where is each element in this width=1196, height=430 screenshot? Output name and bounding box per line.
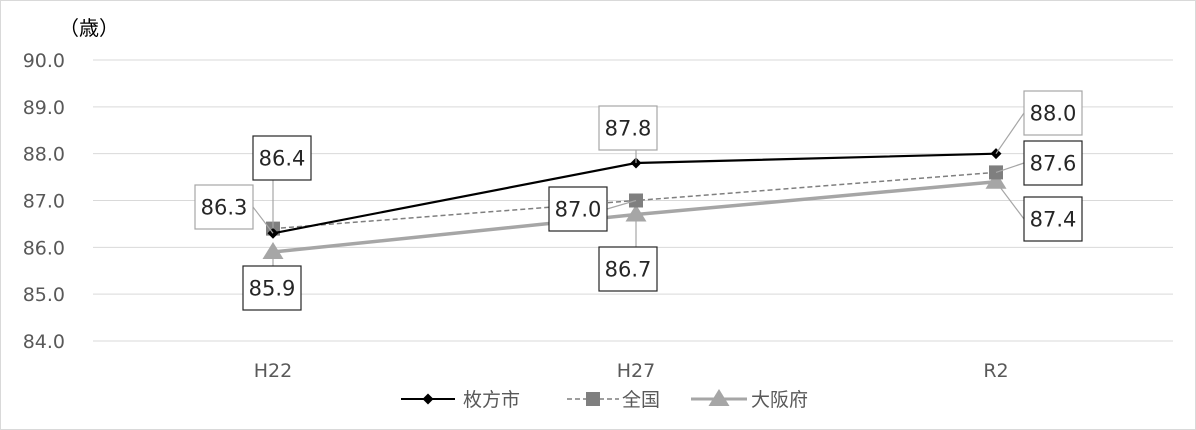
series-2-point-r2 xyxy=(985,171,1007,189)
leader-line-1-2 xyxy=(995,162,1025,173)
data-label-1-h22: 86.4 xyxy=(252,135,312,181)
data-label-1-h27: 87.0 xyxy=(548,186,608,232)
x-tick-label-h27: H27 xyxy=(617,360,655,382)
y-tick-label-4: 88.0 xyxy=(23,144,65,166)
leader-line-1-1 xyxy=(606,199,637,210)
y-axis-unit-label: （歳） xyxy=(59,16,119,40)
data-label-1-r2: 87.6 xyxy=(1023,140,1083,186)
data-label-value: 87.0 xyxy=(555,198,602,222)
data-label-box xyxy=(252,135,312,181)
data-label-value: 86.3 xyxy=(201,196,248,220)
leader-line-0-0 xyxy=(252,206,274,234)
data-label-0-h22: 86.3 xyxy=(194,184,254,230)
label-leader-lines xyxy=(252,112,1025,266)
data-label-box xyxy=(1023,140,1083,186)
y-tick-label-2: 86.0 xyxy=(23,237,65,259)
legend-label: 枚方市 xyxy=(463,389,520,411)
x-tick-label-h22: H22 xyxy=(254,360,292,382)
leader-line-0-2 xyxy=(995,112,1025,155)
series-2-point-h27 xyxy=(625,204,647,222)
y-tick-label-1: 85.0 xyxy=(23,284,65,306)
legend-item-0: 枚方市 xyxy=(401,389,520,411)
legend-marker xyxy=(422,393,434,405)
leader-line-2-2 xyxy=(995,181,1025,220)
data-label-box xyxy=(1023,90,1083,136)
data-label-box xyxy=(194,184,254,230)
data-label-box xyxy=(242,265,302,311)
legend-label: 大阪府 xyxy=(751,389,808,411)
legend-item-1: 全国 xyxy=(567,389,660,411)
data-label-0-r2: 88.0 xyxy=(1023,90,1083,136)
y-tick-label-0: 84.0 xyxy=(23,331,65,353)
legend-label: 全国 xyxy=(622,389,660,411)
x-axis-tick-labels: H22 H27 R2 xyxy=(254,360,1009,382)
data-labels: 86.3 87.8 88.0 86.4 87.0 87.6 85.9 86.7 87.4 xyxy=(194,90,1083,311)
y-axis-tick-labels: 84.0 85.0 86.0 87.0 88.0 89.0 90.0 xyxy=(23,50,65,353)
legend-marker xyxy=(586,392,600,406)
series-2-point-h22 xyxy=(262,242,284,260)
data-label-2-r2: 87.4 xyxy=(1023,196,1083,242)
legend-item-2: 大阪府 xyxy=(691,389,808,411)
series-0 xyxy=(267,148,1002,239)
data-label-box xyxy=(548,186,608,232)
data-label-0-h27: 87.8 xyxy=(598,105,658,151)
series-lines xyxy=(262,148,1007,260)
data-label-box xyxy=(598,246,658,292)
legend: 枚方市 全国 大阪府 xyxy=(401,389,808,411)
y-tick-label-3: 87.0 xyxy=(23,191,65,213)
data-label-2-h22: 85.9 xyxy=(242,265,302,311)
data-label-value: 85.9 xyxy=(249,277,296,301)
data-label-2-h27: 86.7 xyxy=(598,246,658,292)
data-label-value: 87.8 xyxy=(605,117,652,141)
y-tick-label-6: 90.0 xyxy=(23,50,65,72)
data-label-value: 86.7 xyxy=(605,258,652,282)
data-label-box xyxy=(1023,196,1083,242)
y-tick-label-5: 89.0 xyxy=(23,97,65,119)
x-tick-label-r2: R2 xyxy=(983,360,1008,382)
data-label-value: 88.0 xyxy=(1030,102,1077,126)
data-label-box xyxy=(598,105,658,151)
legend-marker xyxy=(708,389,730,406)
data-label-value: 87.4 xyxy=(1030,208,1077,232)
data-label-value: 86.4 xyxy=(259,147,306,171)
data-label-value: 87.6 xyxy=(1030,152,1077,176)
series-2 xyxy=(262,171,1007,260)
